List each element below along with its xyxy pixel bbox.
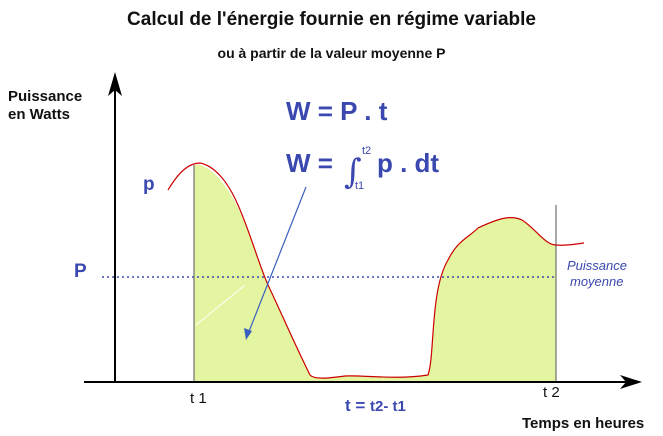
duration-label: t = t2- t1 (345, 396, 406, 416)
pointer-arrow-head (244, 328, 252, 340)
energy-area (194, 164, 556, 382)
page-title: Calcul de l'énergie fournie en régime va… (127, 9, 536, 30)
mean-power-caption-line2: moyenne (570, 274, 624, 289)
page-subtitle: ou à partir de la valeur moyenne P (217, 45, 446, 61)
y-axis-label-line2: en Watts (8, 106, 70, 123)
x-axis-arrowhead (620, 375, 642, 389)
mean-power-caption-line1: Puissance (567, 258, 627, 273)
formula-integral-rhs: p . dt (377, 148, 440, 178)
y-axis-label: Puissance en Watts (8, 88, 82, 124)
curve-label-p: p (143, 174, 155, 195)
x-axis-label: Temps en heures (522, 415, 645, 432)
formula-integral-lhs: W = (286, 148, 333, 178)
pointer-arrow-line (247, 186, 307, 335)
formula-mean-power: W = P . t (286, 96, 388, 126)
mean-label-P: P (74, 261, 87, 282)
integral-sign: ∫ (344, 152, 362, 192)
t2-label: t 2 (543, 384, 560, 401)
y-axis-label-line1: Puissance (8, 88, 83, 105)
integral-upper-limit: t2 (362, 145, 371, 157)
area-hatch-line (195, 284, 246, 326)
duration-expression: t2- t1 (370, 398, 406, 415)
mean-power-caption: Puissance moyenne (567, 258, 627, 290)
y-axis-arrowhead (108, 72, 122, 96)
duration-prefix: t = (345, 396, 366, 415)
power-curve (167, 162, 585, 379)
t1-label: t 1 (190, 390, 207, 407)
integral-lower-limit: t1 (355, 180, 364, 192)
